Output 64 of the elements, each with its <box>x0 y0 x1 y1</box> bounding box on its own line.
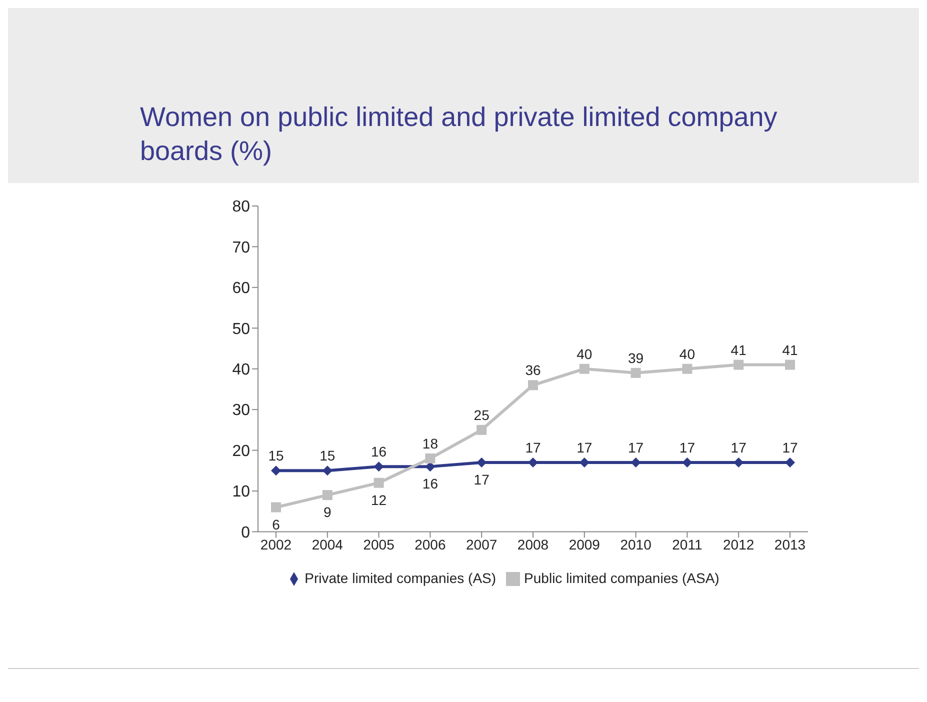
data-label: 39 <box>628 350 644 366</box>
data-label: 17 <box>628 439 644 456</box>
x-tick-label: 2004 <box>312 536 344 553</box>
data-label: 17 <box>679 439 696 456</box>
data-label: 36 <box>525 362 541 378</box>
x-tick-label: 2011 <box>672 536 702 553</box>
data-label: 18 <box>422 435 438 452</box>
data-label: 16 <box>371 444 387 460</box>
y-tick-label: 50 <box>232 320 250 338</box>
y-tick-label: 60 <box>232 280 250 298</box>
x-tick-label: 2007 <box>466 536 498 553</box>
x-tick-label: 2005 <box>363 536 395 553</box>
data-label: 41 <box>730 342 747 358</box>
point <box>528 457 538 468</box>
x-tick-label: 2006 <box>414 536 446 553</box>
data-label: 41 <box>782 342 798 358</box>
point <box>476 424 487 435</box>
data-label: 17 <box>730 439 747 456</box>
y-tick-label: 70 <box>232 239 250 256</box>
data-label: 12 <box>371 492 387 508</box>
legend-label: Public limited companies (ASA) <box>524 570 720 586</box>
y-tick-label: 0 <box>241 524 250 542</box>
data-label: 17 <box>525 439 541 456</box>
y-tick-label: 10 <box>232 484 250 501</box>
point <box>579 364 590 374</box>
point <box>425 453 436 464</box>
point <box>630 368 641 378</box>
point <box>528 380 538 390</box>
point <box>322 466 332 476</box>
x-tick-label: 2010 <box>620 536 652 553</box>
y-tick-label: 20 <box>232 442 250 460</box>
x-tick-label: 2002 <box>260 536 292 553</box>
data-label: 25 <box>474 406 490 423</box>
point <box>785 360 795 370</box>
x-tick-label: 2008 <box>517 536 549 553</box>
point <box>374 478 384 488</box>
point <box>271 502 281 512</box>
data-label: 15 <box>320 448 336 464</box>
y-tick-label: 80 <box>232 198 250 216</box>
data-label: 9 <box>324 504 332 520</box>
data-label: 6 <box>272 516 280 532</box>
data-label: 17 <box>576 439 592 456</box>
data-label: 17 <box>782 439 798 456</box>
point <box>374 462 384 472</box>
data-label: 15 <box>268 448 284 464</box>
y-tick-label: 30 <box>232 402 250 420</box>
point <box>322 490 332 500</box>
x-tick-label: 2013 <box>774 536 806 553</box>
point <box>785 457 795 468</box>
x-tick-label: 2012 <box>723 536 754 553</box>
data-label: 16 <box>422 476 438 492</box>
point <box>682 364 692 374</box>
point <box>630 457 641 468</box>
data-label: 17 <box>474 471 490 488</box>
point <box>682 457 692 468</box>
point <box>271 466 281 476</box>
x-tick-label: 2009 <box>568 536 600 553</box>
point <box>734 360 744 370</box>
legend-label: Private limited companies (AS) <box>304 570 496 586</box>
data-label: 40 <box>576 346 592 362</box>
chart-title: Women on public limited and private limited company boards (%) <box>140 101 778 168</box>
y-tick-label: 40 <box>232 362 250 379</box>
data-label: 40 <box>679 346 696 362</box>
point <box>425 462 436 472</box>
